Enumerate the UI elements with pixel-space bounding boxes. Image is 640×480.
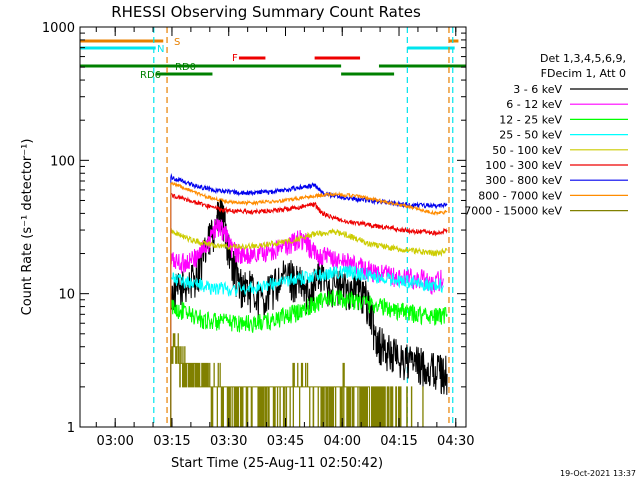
legend-label: 3 - 6 keV [513, 83, 562, 96]
legend-label: 6 - 12 keV [506, 98, 562, 111]
series-line-8 [170, 333, 444, 428]
x-axis-label: Start Time (25-Aug-11 02:50:42) [171, 456, 383, 471]
x-tick-label: 04:30 [437, 434, 474, 449]
legend-label: 12 - 25 keV [499, 113, 562, 126]
legend-label: 100 - 300 keV [485, 159, 562, 172]
flag-label-saa: S [174, 37, 180, 48]
plot-frame [79, 26, 467, 428]
x-tick-label: 03:45 [267, 434, 304, 449]
legend-label: 50 - 100 keV [492, 144, 562, 157]
legend: Det 1,3,4,5,6,9, FDecim 1, Att 0 3 - 6 k… [464, 52, 628, 218]
flag-label-rd0: RD0 [175, 62, 196, 73]
y-tick-label: 10 [58, 288, 75, 303]
y-tick-label: 1 [67, 421, 75, 436]
legend-label: 800 - 7000 keV [478, 189, 562, 202]
y-axis-label: Count Rate (s⁻¹ detector⁻¹) [20, 139, 35, 316]
series-line-2 [170, 289, 448, 333]
y-tick-label: 1000 [42, 21, 75, 36]
series-line-6 [170, 173, 448, 210]
y-tick-label: 100 [50, 154, 75, 169]
flag-label-flare: F [232, 53, 238, 64]
x-tick-label: 04:00 [324, 434, 361, 449]
x-tick-label: 03:15 [153, 434, 190, 449]
series-lines [170, 173, 448, 428]
x-tick-label: 03:00 [96, 434, 133, 449]
series-line-5 [170, 192, 448, 237]
series-line-7 [170, 181, 448, 217]
legend-header-line-1: Det 1,3,4,5,6,9, [540, 52, 626, 65]
legend-header-line-2: FDecim 1, Att 0 [541, 67, 626, 80]
x-tick-label: 04:15 [380, 434, 417, 449]
observing-flags: SN F RD0 RD6 [80, 37, 466, 81]
flag-label-rd6: RD6 [140, 70, 161, 81]
series-line-3 [170, 264, 444, 297]
legend-label: 300 - 800 keV [485, 174, 562, 187]
chart-title: RHESSI Observing Summary Count Rates [111, 3, 421, 21]
x-tick-label: 03:30 [210, 434, 247, 449]
legend-label: 25 - 50 keV [499, 129, 562, 142]
axes: 1 10 100 1000 03:00 03:15 03:30 03:45 04:00 04:15… [42, 21, 475, 449]
flag-label-night: N [157, 44, 164, 55]
footer-date: 19-Oct-2021 13:37 [560, 469, 636, 478]
series-line-4 [170, 227, 448, 257]
legend-label: 7000 - 15000 keV [464, 205, 562, 218]
